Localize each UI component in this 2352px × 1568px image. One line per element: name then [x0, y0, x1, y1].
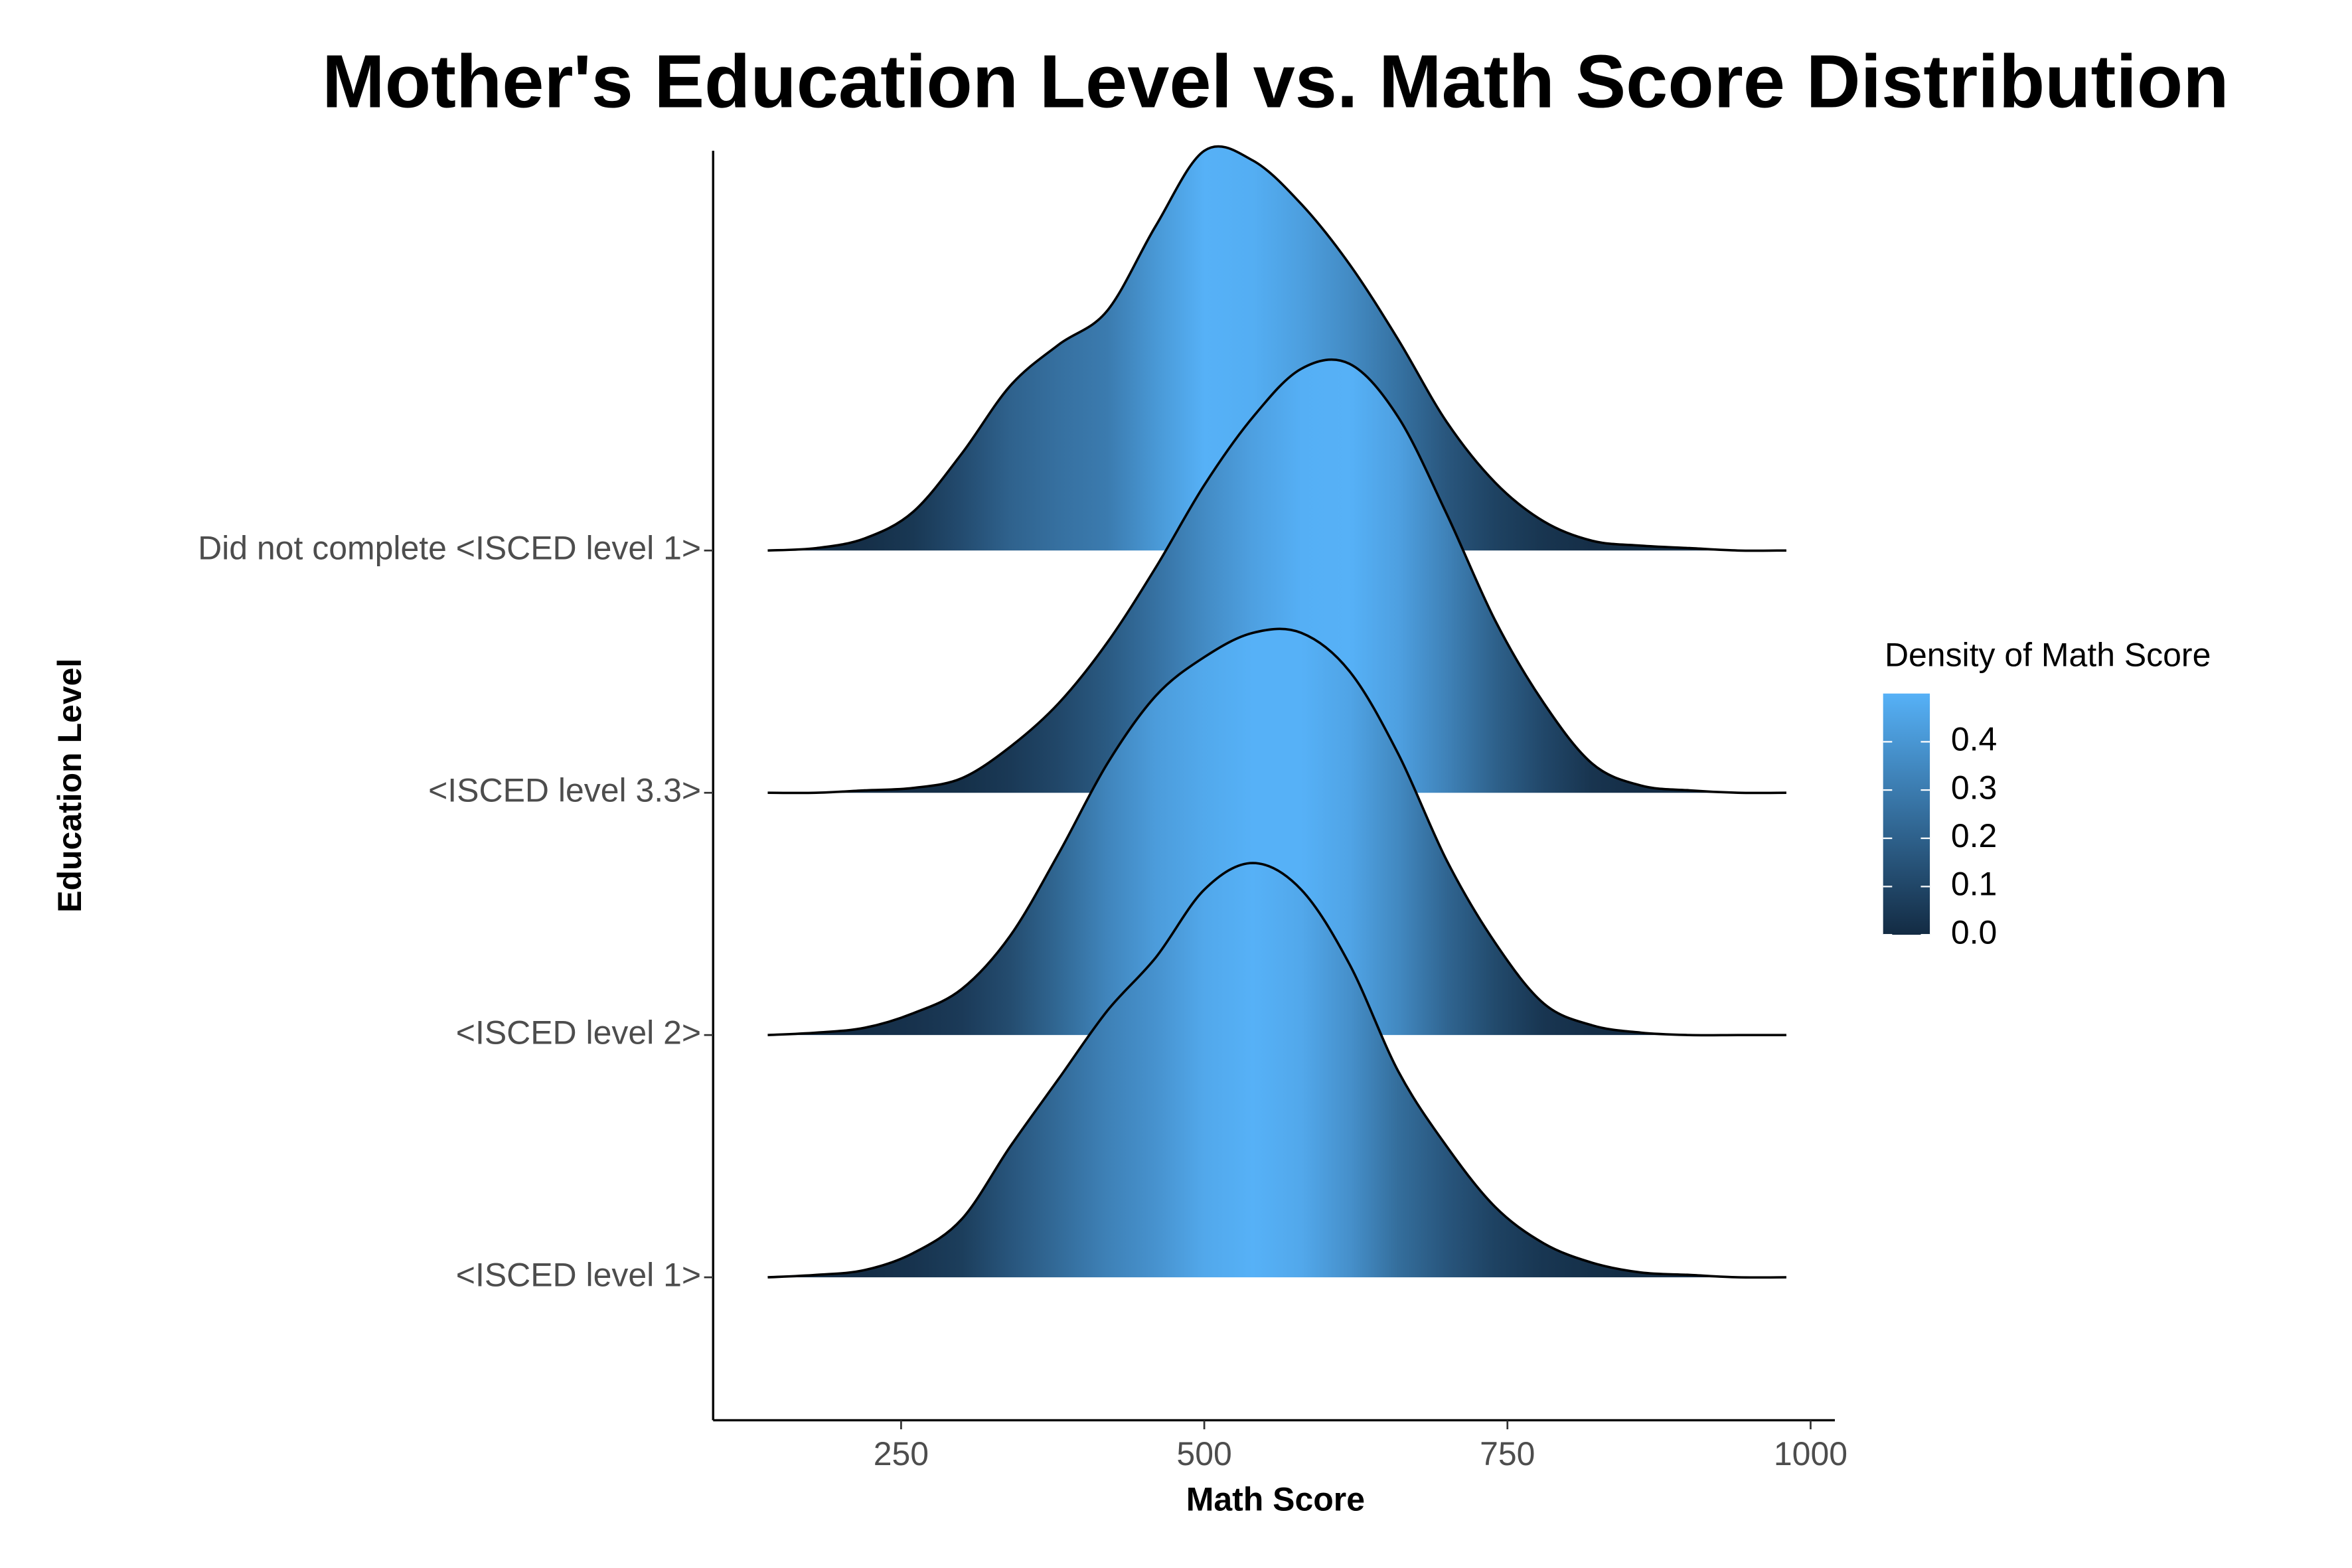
ridge-outline [767, 145, 1786, 552]
x-axis-title: Math Score [1186, 1480, 1365, 1518]
ridge-fill [767, 359, 1786, 793]
y-axis-title: Education Level [51, 659, 88, 913]
ridge-outline [767, 358, 1786, 795]
ridge-fill [767, 629, 1786, 1036]
ridge-outline [767, 627, 1786, 1037]
ridge-outline [767, 862, 1786, 1279]
colorbar [1883, 693, 1930, 935]
colorbar-tick-label: 0.1 [1951, 866, 1997, 903]
colorbar-tick-label: 0.0 [1951, 913, 1997, 951]
colorbar-tick-label: 0.2 [1951, 817, 1997, 854]
colorbar-tick-label: 0.3 [1951, 769, 1997, 806]
y-tick-label: <ISCED level 1> [456, 1256, 701, 1293]
y-tick-label: <ISCED level 2> [456, 1014, 701, 1051]
y-tick-label: Did not complete <ISCED level 1> [198, 529, 701, 566]
x-tick-label: 250 [874, 1435, 929, 1472]
y-tick-label: <ISCED level 3.3> [428, 771, 701, 809]
ridge-fill [767, 863, 1786, 1278]
ridge-fill [767, 146, 1786, 551]
x-tick-label: 1000 [1774, 1435, 1847, 1472]
colorbar-tick-label: 0.4 [1951, 721, 1997, 758]
colorbar-title: Density of Math Score [1885, 636, 2211, 673]
chart-title: Mother's Education Level vs. Math Score … [322, 40, 2229, 124]
plot-area [767, 145, 1786, 1279]
x-tick-label: 500 [1176, 1435, 1231, 1472]
x-tick-label: 750 [1480, 1435, 1535, 1472]
